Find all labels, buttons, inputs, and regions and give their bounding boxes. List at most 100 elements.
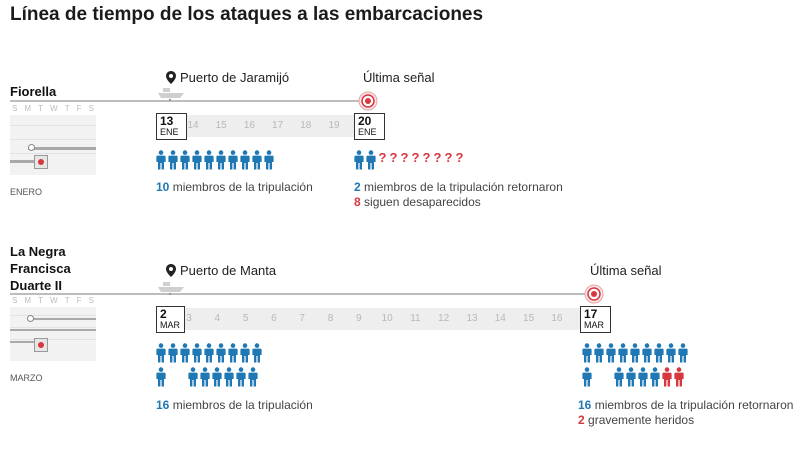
day-label: 9 bbox=[356, 313, 362, 324]
missing-question-icon: ? bbox=[389, 150, 398, 165]
last-signal-label: Última señal bbox=[363, 70, 435, 85]
person-icon bbox=[156, 150, 166, 170]
returned-icons bbox=[582, 343, 712, 387]
boat-name-fiorella: Fiorella bbox=[10, 84, 57, 99]
person-icon bbox=[674, 367, 684, 387]
day-label: 11 bbox=[410, 313, 421, 324]
person-icon bbox=[264, 150, 274, 170]
missing-question-icon: ? bbox=[433, 150, 442, 165]
day-label: 3 bbox=[186, 313, 192, 324]
end-date-box: 17 MAR bbox=[580, 306, 611, 333]
day-label: 16 bbox=[551, 313, 563, 324]
day-label: 8 bbox=[327, 313, 334, 324]
signal-dot-icon bbox=[38, 342, 44, 348]
location-pin-icon bbox=[166, 264, 176, 277]
returned-icons: ???????? bbox=[354, 150, 464, 170]
person-icon bbox=[204, 343, 214, 363]
person-icon bbox=[666, 343, 676, 363]
person-icon bbox=[192, 150, 202, 170]
missing-question-icon: ? bbox=[378, 150, 387, 165]
person-icon bbox=[606, 343, 616, 363]
person-icon bbox=[678, 343, 688, 363]
person-icon bbox=[630, 343, 640, 363]
day-label: 17 bbox=[272, 120, 284, 131]
returned-stat: 16 miembros de la tripulación retornaron… bbox=[578, 398, 794, 427]
location-pin-icon bbox=[166, 71, 176, 84]
end-date-box: 20 ENE bbox=[354, 113, 385, 140]
person-icon bbox=[594, 343, 604, 363]
person-icon bbox=[626, 367, 636, 387]
person-icon bbox=[650, 367, 660, 387]
person-icon bbox=[180, 150, 190, 170]
person-icon bbox=[582, 367, 592, 387]
missing-question-icon: ? bbox=[444, 150, 453, 165]
port-label: Puerto de Jaramijó bbox=[166, 70, 289, 85]
month-label: ENERO bbox=[10, 187, 43, 197]
last-signal-label: Última señal bbox=[590, 263, 662, 278]
returned-stat: 2 miembros de la tripulación retornaron … bbox=[354, 180, 563, 209]
crew-stat: 10 miembros de la tripulación bbox=[156, 180, 313, 194]
crew-icons bbox=[156, 343, 286, 387]
day-label: 4 bbox=[214, 313, 221, 324]
day-label: 18 bbox=[300, 120, 312, 131]
boat-icon bbox=[158, 88, 184, 101]
person-icon bbox=[354, 150, 364, 170]
day-label: 10 bbox=[381, 313, 393, 324]
start-date-box: 2 MAR bbox=[156, 306, 185, 333]
person-icon bbox=[168, 150, 178, 170]
person-icon bbox=[248, 367, 258, 387]
month-label: MARZO bbox=[10, 373, 43, 383]
person-icon bbox=[168, 343, 178, 363]
crew-icons bbox=[156, 150, 274, 170]
day-label: 14 bbox=[494, 313, 506, 324]
signal-target-icon bbox=[358, 91, 378, 111]
person-icon bbox=[156, 367, 166, 387]
person-icon bbox=[212, 367, 222, 387]
day-label: 5 bbox=[242, 313, 249, 324]
person-icon bbox=[582, 343, 592, 363]
day-strip bbox=[156, 308, 608, 330]
day-labels: 14 15 16 17 18 19 bbox=[156, 115, 382, 137]
person-icon bbox=[236, 367, 246, 387]
person-icon bbox=[192, 343, 202, 363]
day-label: 12 bbox=[438, 313, 450, 324]
day-label: 16 bbox=[243, 120, 255, 131]
port-label: Puerto de Manta bbox=[166, 263, 276, 278]
person-icon bbox=[228, 343, 238, 363]
signal-target-icon bbox=[584, 284, 604, 304]
day-strip bbox=[156, 115, 382, 137]
start-date-box: 13 ENE bbox=[156, 113, 187, 140]
person-icon bbox=[662, 367, 672, 387]
person-icon bbox=[224, 367, 234, 387]
page-title: Línea de tiempo de los ataques a las emb… bbox=[10, 4, 484, 25]
person-icon bbox=[180, 343, 190, 363]
person-icon bbox=[216, 343, 226, 363]
person-icon bbox=[252, 150, 262, 170]
crew-stat: 16 miembros de la tripulación bbox=[156, 398, 313, 412]
port-name: Puerto de Jaramijó bbox=[180, 70, 290, 85]
missing-question-icon: ? bbox=[411, 150, 420, 165]
person-icon bbox=[156, 343, 166, 363]
person-icon bbox=[240, 150, 250, 170]
day-label: 6 bbox=[271, 313, 277, 324]
day-label: 14 bbox=[187, 120, 199, 131]
person-icon bbox=[240, 343, 250, 363]
person-icon bbox=[228, 150, 238, 170]
day-labels: 3 4 5 6 7 8 9 10 11 12 13 14 15 16 bbox=[156, 308, 608, 330]
boat-icon bbox=[158, 282, 184, 295]
person-icon bbox=[614, 367, 624, 387]
timeline-line bbox=[10, 100, 368, 102]
timeline-line bbox=[10, 293, 594, 295]
person-icon bbox=[200, 367, 210, 387]
calendar-grid bbox=[10, 115, 96, 175]
missing-question-icon: ? bbox=[400, 150, 409, 165]
person-icon bbox=[216, 150, 226, 170]
person-icon bbox=[204, 150, 214, 170]
person-icon bbox=[618, 343, 628, 363]
day-label: 19 bbox=[328, 120, 340, 131]
person-icon bbox=[642, 343, 652, 363]
